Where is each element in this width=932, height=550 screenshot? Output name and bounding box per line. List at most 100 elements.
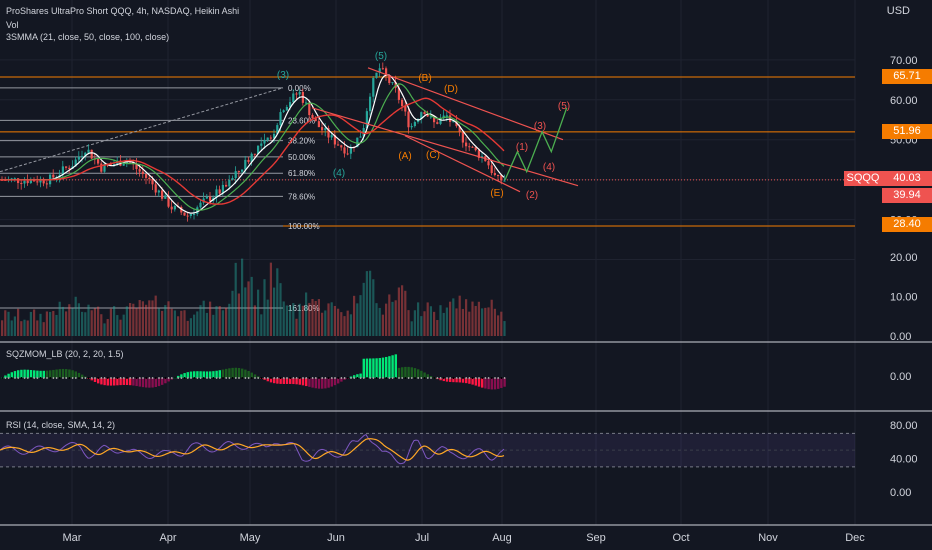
volume-bar-153 xyxy=(490,299,493,336)
candle-body-31 xyxy=(100,163,103,172)
sqz-bar-139 xyxy=(445,378,449,382)
sqz-dot-143 xyxy=(459,377,461,379)
candle-body-132 xyxy=(423,112,426,115)
sqz-bar-29 xyxy=(93,378,97,383)
sqz-dot-140 xyxy=(449,377,451,379)
sqz-bar-58 xyxy=(186,372,189,378)
volume-bar-105 xyxy=(337,308,340,336)
candle-body-60 xyxy=(193,213,196,215)
chart-title: ProShares UltraPro Short QQQ, 4h, NASDAQ… xyxy=(6,6,240,16)
volume-bar-43 xyxy=(138,300,141,336)
candle-body-50 xyxy=(161,190,164,199)
sqz-dot-131 xyxy=(420,377,423,379)
volume-bar-150 xyxy=(481,308,484,336)
sqz-bar-155 xyxy=(497,378,500,389)
sqz-bar-33 xyxy=(106,378,109,386)
price-tag-low-level: 28.40 xyxy=(882,217,932,232)
sqz-dot-154 xyxy=(494,377,496,379)
volume-bar-145 xyxy=(465,299,468,336)
volume-bar-146 xyxy=(468,311,471,336)
candle-body-12 xyxy=(39,178,42,183)
sqz-dot-35 xyxy=(113,377,115,379)
sqz-bar-99 xyxy=(317,378,321,389)
sqz-bar-55 xyxy=(177,375,180,378)
sqz-dot-26 xyxy=(84,377,87,379)
volume-bar-135 xyxy=(433,311,436,336)
sqz-dot-88 xyxy=(283,377,285,379)
candle-body-128 xyxy=(410,126,413,128)
candle-body-145 xyxy=(465,142,468,147)
sqz-bar-16 xyxy=(52,369,55,378)
volume-bar-121 xyxy=(388,294,391,336)
candle-body-24 xyxy=(77,156,80,160)
sqz-bar-36 xyxy=(116,378,119,386)
volume-bar-114 xyxy=(365,271,368,336)
volume-bar-65 xyxy=(209,301,212,336)
candle-body-122 xyxy=(391,82,394,84)
rsi-sma-line xyxy=(0,438,505,461)
price-tick-10.00: 10.00 xyxy=(890,292,918,304)
volume-bar-118 xyxy=(378,307,381,336)
volume-bar-110 xyxy=(353,295,356,336)
volume-bar-115 xyxy=(369,270,372,336)
candle-body-88 xyxy=(282,110,285,113)
sqz-bar-129 xyxy=(413,368,417,378)
sqz-bar-45 xyxy=(145,378,148,388)
candle-body-27 xyxy=(87,149,90,153)
volume-bar-73 xyxy=(234,262,237,336)
sqz-dot-93 xyxy=(299,377,301,379)
volume-bar-98 xyxy=(314,300,317,336)
sqz-dot-117 xyxy=(375,377,378,379)
volume-bar-101 xyxy=(324,310,327,336)
sqz-bar-83 xyxy=(266,378,269,382)
candle-body-21 xyxy=(68,167,71,169)
candle-body-6 xyxy=(20,183,23,185)
sqz-bar-153 xyxy=(490,378,493,390)
candle-body-7 xyxy=(23,180,26,184)
sqz-dot-51 xyxy=(164,377,167,379)
sqz-dot-55 xyxy=(177,377,179,379)
volume-bar-13 xyxy=(42,322,45,336)
sqz-dot-119 xyxy=(382,377,384,379)
sqz-bar-151 xyxy=(484,378,487,389)
sqz-dot-107 xyxy=(343,377,346,379)
sqz-dot-111 xyxy=(356,377,359,379)
sqz-dot-65 xyxy=(209,377,211,379)
volume-bar-124 xyxy=(397,287,400,336)
volume-bar-10 xyxy=(33,309,36,336)
fib-label-6: 100.00% xyxy=(288,222,320,231)
sqz-bar-133 xyxy=(426,374,429,378)
volume-bar-157 xyxy=(503,321,506,336)
vol-label: Vol xyxy=(6,20,19,30)
candle-body-154 xyxy=(493,173,496,176)
rsi-tick-40.00: 40.00 xyxy=(890,454,918,466)
candle-body-49 xyxy=(157,190,160,193)
volume-bar-106 xyxy=(340,312,343,336)
volume-bar-126 xyxy=(404,290,407,336)
volume-bar-68 xyxy=(218,306,221,336)
rsi-tick-80.00: 80.00 xyxy=(890,420,918,432)
sqz-dot-37 xyxy=(119,377,122,379)
sqz-dot-122 xyxy=(391,377,394,379)
sqz-dot-134 xyxy=(430,377,432,379)
axes: 70.0060.0050.0040.0030.0020.0010.000.000… xyxy=(63,55,918,544)
candle-body-126 xyxy=(404,105,407,112)
wave-label-red-1: (3) xyxy=(534,121,546,132)
volume-bar-109 xyxy=(349,314,352,336)
volume-bar-14 xyxy=(45,311,48,336)
sqz-bar-131 xyxy=(420,370,423,378)
sqz-dot-92 xyxy=(295,377,298,379)
sqz-dot-18 xyxy=(59,377,61,379)
sqz-dot-0 xyxy=(1,377,3,379)
candle-body-19 xyxy=(61,166,64,175)
volume-bar-26 xyxy=(84,312,87,336)
sqz-dot-141 xyxy=(452,377,455,379)
volume-bar-155 xyxy=(497,315,500,336)
sqz-bar-69 xyxy=(221,369,225,378)
sqz-dot-150 xyxy=(481,377,483,379)
sqz-dot-120 xyxy=(385,377,387,379)
volume-bar-28 xyxy=(90,310,93,336)
sqz-dot-113 xyxy=(363,377,365,379)
candle-body-30 xyxy=(97,159,100,164)
sqz-bar-68 xyxy=(218,370,221,378)
